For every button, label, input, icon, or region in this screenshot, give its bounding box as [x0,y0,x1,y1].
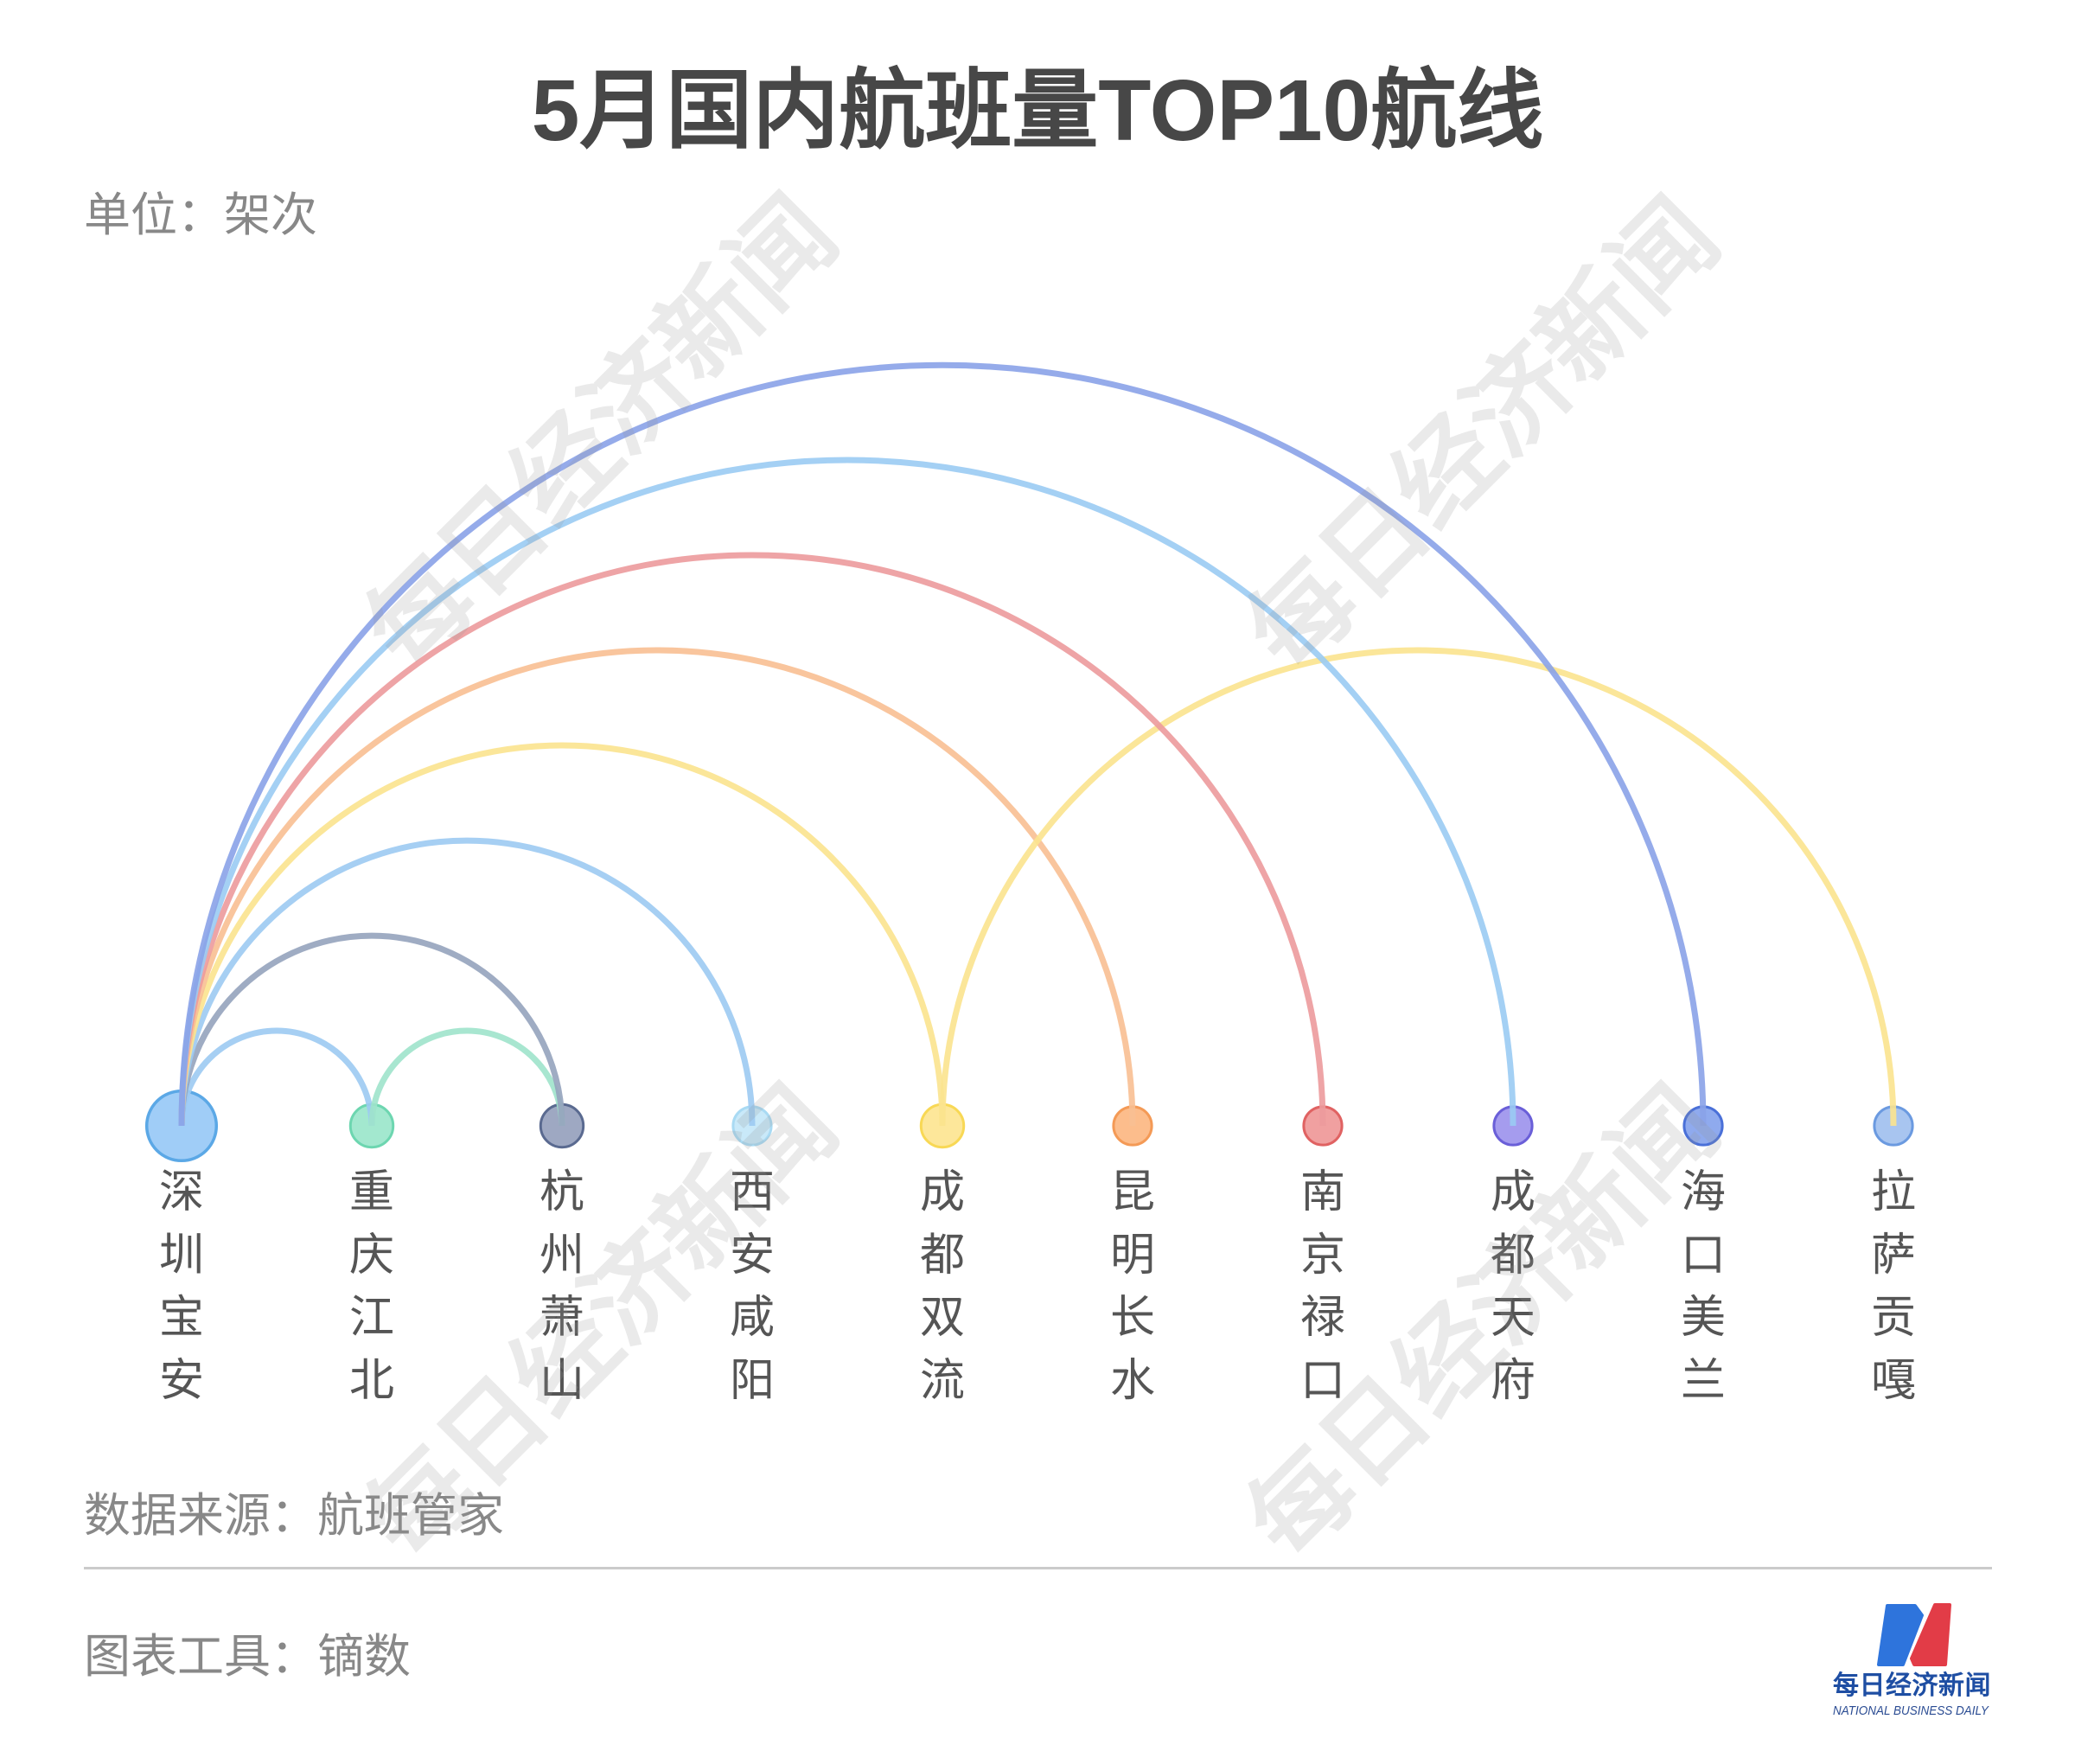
logo-red-shape [1910,1603,1951,1666]
airport-label: 成都天府 [1490,1167,1536,1406]
unit-label: 单位：架次 [84,189,317,241]
airport-label: 重庆江北 [348,1167,394,1406]
route-arc [178,647,1136,1127]
chart-tool-credit: 图表工具：镝数 [84,1631,411,1683]
route-arc [178,837,756,1127]
route-arc [178,932,565,1127]
route-arc [178,742,946,1127]
logo-blue-shape [1877,1604,1924,1666]
airport-label: 西安咸阳 [729,1167,775,1406]
route-arc [178,552,1326,1127]
logo-name-cn: 每日经济新闻 [1833,1671,1991,1700]
route-arcs [178,361,1897,1127]
airport-label: 杭州萧山 [539,1167,584,1406]
nbd-logo-mark-icon [1877,1603,1951,1666]
logo-name-en: NATIONAL BUSINESS DAILY [1833,1703,1989,1718]
route-arc [939,647,1897,1127]
footer-divider [84,1567,1992,1569]
airport-label: 南京禄口 [1299,1167,1345,1406]
route-arc [178,1027,375,1127]
route-arc [368,1027,565,1127]
airport-label: 拉萨贡嘎 [1870,1167,1916,1406]
airport-label: 深圳宝安 [158,1167,204,1406]
route-arc [178,361,1707,1127]
airport-label: 成都双流 [919,1167,965,1406]
route-arc [178,457,1516,1127]
airport-label: 昆明长水 [1109,1167,1155,1406]
data-source: 数据来源：航班管家 [84,1490,504,1542]
nbd-logo: 每日经济新闻 NATIONAL BUSINESS DAILY [1824,1600,1997,1725]
chart-title: 5月国内航班量TOP10航线 [531,62,1544,159]
airport-label: 海口美兰 [1680,1167,1726,1406]
